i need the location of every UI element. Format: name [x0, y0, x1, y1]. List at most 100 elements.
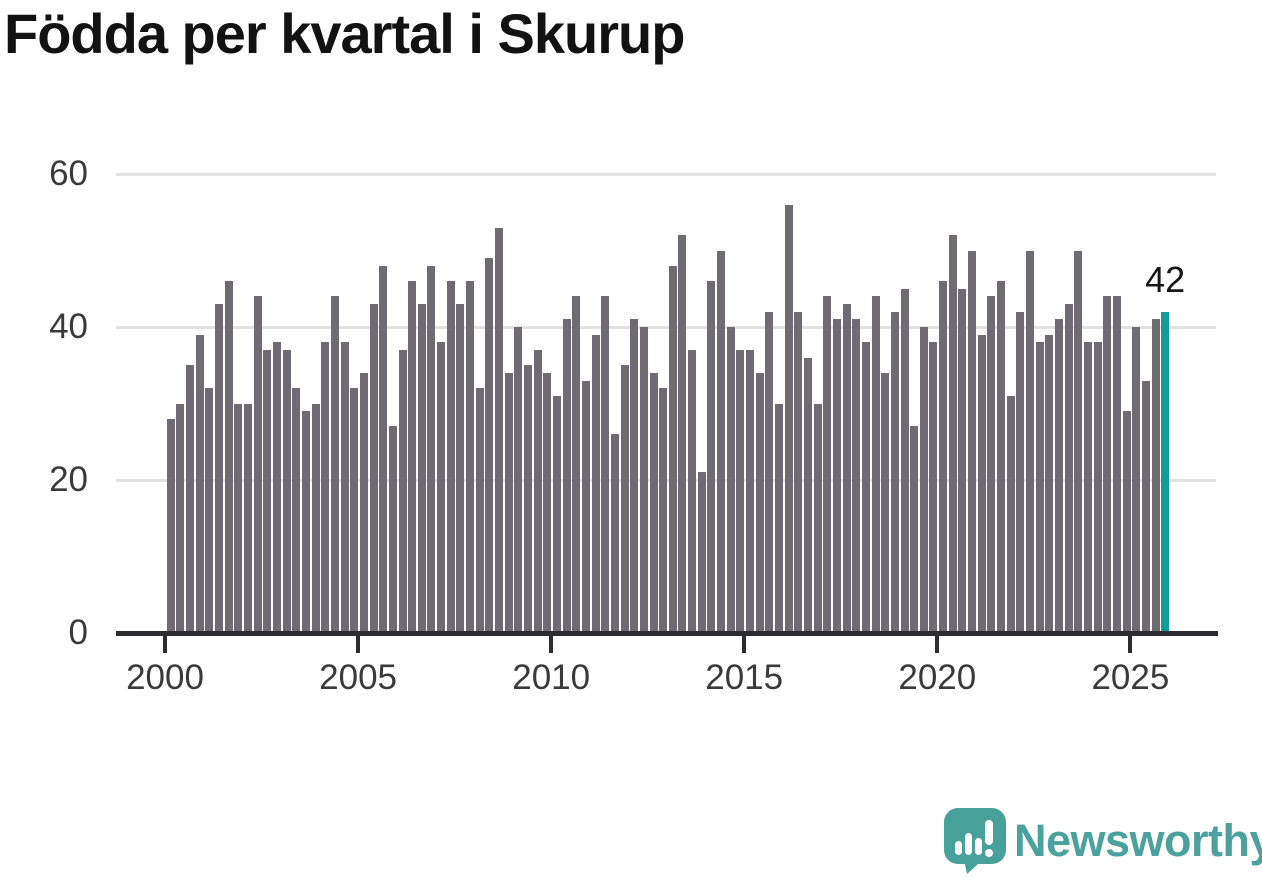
bar [417, 304, 426, 633]
bar [350, 388, 359, 633]
bar [301, 411, 310, 633]
bar [900, 288, 909, 634]
bar [668, 265, 677, 633]
bar [446, 281, 455, 633]
bar [292, 388, 301, 633]
y-gridline [116, 172, 1216, 176]
bar [601, 296, 610, 633]
bar [205, 388, 214, 633]
bar [832, 319, 841, 633]
bar [765, 311, 774, 633]
bar [1132, 327, 1141, 633]
bar [437, 342, 446, 633]
bar [591, 334, 600, 633]
bar [813, 403, 822, 633]
bar [803, 357, 812, 633]
y-axis-label: 0 [68, 613, 88, 652]
bar [379, 265, 388, 633]
y-axis-label: 20 [49, 460, 88, 499]
bar [630, 319, 639, 633]
bar [562, 319, 571, 633]
x-axis-tick [935, 636, 940, 653]
bar [572, 296, 581, 633]
bar [253, 296, 262, 633]
x-axis-label: 2015 [705, 658, 784, 697]
x-axis-label: 2025 [1091, 658, 1170, 697]
bar [1083, 342, 1092, 633]
bar-highlighted [1161, 311, 1170, 633]
x-axis-label: 2020 [898, 658, 977, 697]
bar [475, 388, 484, 633]
bar [697, 472, 706, 634]
bar [244, 403, 253, 633]
bar [427, 265, 436, 633]
bar [717, 250, 726, 633]
bar [272, 342, 281, 633]
bar [533, 349, 542, 633]
bar [1035, 342, 1044, 633]
bar [282, 349, 291, 633]
bar [948, 235, 957, 633]
bar [707, 281, 716, 633]
bar [678, 235, 687, 633]
bar [929, 342, 938, 633]
bar [726, 327, 735, 633]
x-axis-label: 2000 [126, 658, 204, 697]
bar [1112, 296, 1121, 633]
bar [1064, 304, 1073, 633]
bar [968, 250, 977, 633]
bar [485, 258, 494, 633]
bar [610, 434, 619, 633]
bar [456, 304, 465, 633]
bar [398, 349, 407, 633]
bar [466, 281, 475, 633]
bar [784, 204, 793, 633]
bar [1026, 250, 1034, 633]
bar [1093, 342, 1102, 633]
bar [775, 403, 783, 633]
bar [552, 395, 561, 634]
y-axis-label: 40 [49, 307, 88, 346]
bar [1151, 319, 1160, 633]
bar [881, 372, 890, 633]
bar [543, 372, 552, 633]
bar [215, 304, 224, 633]
bar [224, 281, 233, 633]
bar [688, 349, 697, 633]
x-axis-label: 2005 [319, 658, 398, 697]
bar [659, 388, 668, 633]
bar [514, 327, 523, 633]
newsworthy-logo-icon [944, 808, 1006, 874]
bar [794, 311, 803, 633]
bar [1141, 380, 1150, 633]
bar [359, 372, 368, 633]
bar [263, 349, 272, 633]
page-title: Födda per kvartal i Skurup [4, 2, 685, 65]
bar [620, 365, 629, 634]
logo-text: Newsworthy [1014, 815, 1262, 866]
bar [166, 418, 175, 633]
bar [581, 380, 590, 633]
bar [987, 296, 996, 633]
bar [861, 342, 870, 633]
newsworthy-branding: Newsworthy [944, 808, 1262, 874]
bar [176, 403, 185, 633]
bar [1074, 250, 1083, 633]
bar [842, 304, 851, 633]
x-axis-tick [742, 636, 747, 653]
bar [1103, 296, 1112, 633]
bar [852, 319, 861, 633]
bar [330, 296, 339, 633]
bar [755, 372, 764, 633]
x-axis-label: 2010 [512, 658, 591, 697]
bar [504, 372, 513, 633]
bar [910, 426, 919, 633]
bar [1006, 395, 1015, 634]
y-gridline [116, 325, 1216, 329]
bar [639, 327, 648, 633]
bar [1122, 411, 1131, 633]
bar [939, 281, 948, 633]
bar [997, 281, 1006, 633]
bar [958, 288, 967, 634]
